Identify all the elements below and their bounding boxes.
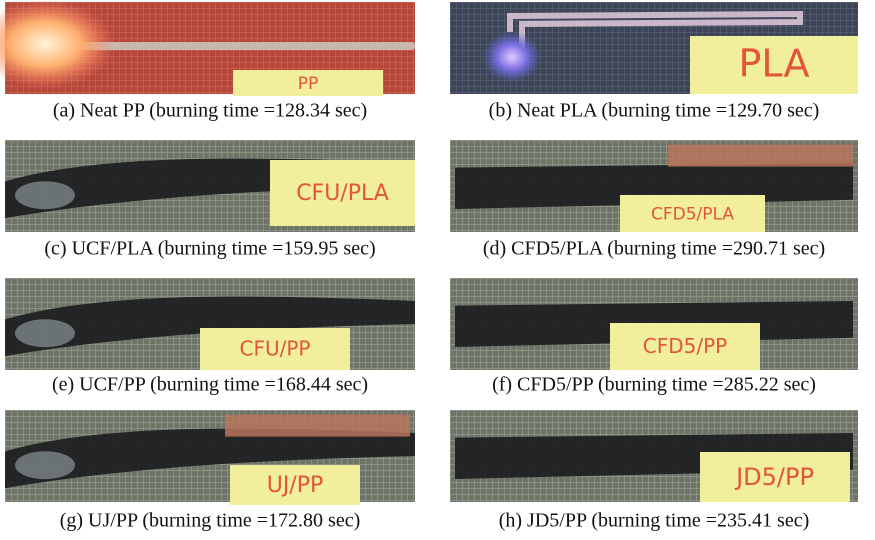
flame	[482, 31, 542, 83]
panel: CFD5/PLA	[450, 140, 858, 232]
caption: (a) Neat PP (burning time =128.34 sec)	[53, 100, 367, 122]
sticky-label-text: PP	[298, 74, 319, 94]
specimen	[65, 42, 415, 50]
ash	[15, 319, 75, 347]
sticky-label-text: UJ/PP	[267, 473, 324, 498]
panel: JD5/PP	[450, 410, 858, 502]
caption: (h) JD5/PP (burning time =235.41 sec)	[499, 510, 810, 532]
figure: PP (a) Neat PP (burning time =128.34 sec)…	[0, 0, 875, 540]
caption: (c) UCF/PLA (burning time =159.95 sec)	[44, 238, 375, 260]
caption: (f) CFD5/PP (burning time =285.22 sec)	[492, 374, 816, 396]
sticky-label-text: CFD5/PLA	[651, 205, 734, 225]
panel: CFU/PP	[5, 278, 415, 370]
ash	[15, 181, 75, 209]
sticky-label-text: JD5/PP	[734, 463, 814, 491]
caption: (d) CFD5/PLA (burning time =290.71 sec)	[483, 238, 825, 260]
sticky-label-text: CFD5/PP	[643, 334, 727, 358]
unburnt-end	[668, 145, 853, 167]
caption: (g) UJ/PP (burning time =172.80 sec)	[60, 510, 361, 532]
panel: CFD5/PP	[450, 278, 858, 370]
sticky-label-text: CFU/PLA	[296, 181, 389, 206]
ash	[15, 451, 75, 479]
unburnt-end	[225, 415, 410, 437]
panel: UJ/PP	[5, 410, 415, 505]
caption: (b) Neat PLA (burning time =129.70 sec)	[489, 100, 820, 122]
panel: CFU/PLA	[5, 140, 415, 232]
page: PP (a) Neat PP (burning time =128.34 sec)…	[0, 0, 875, 540]
sticky-label-text: CFU/PP	[240, 337, 311, 361]
caption: (e) UCF/PP (burning time =168.44 sec)	[52, 374, 368, 396]
panel: PP	[0, 0, 415, 96]
sticky-label-text: PLA	[739, 42, 810, 86]
panel: PLA	[450, 2, 858, 94]
